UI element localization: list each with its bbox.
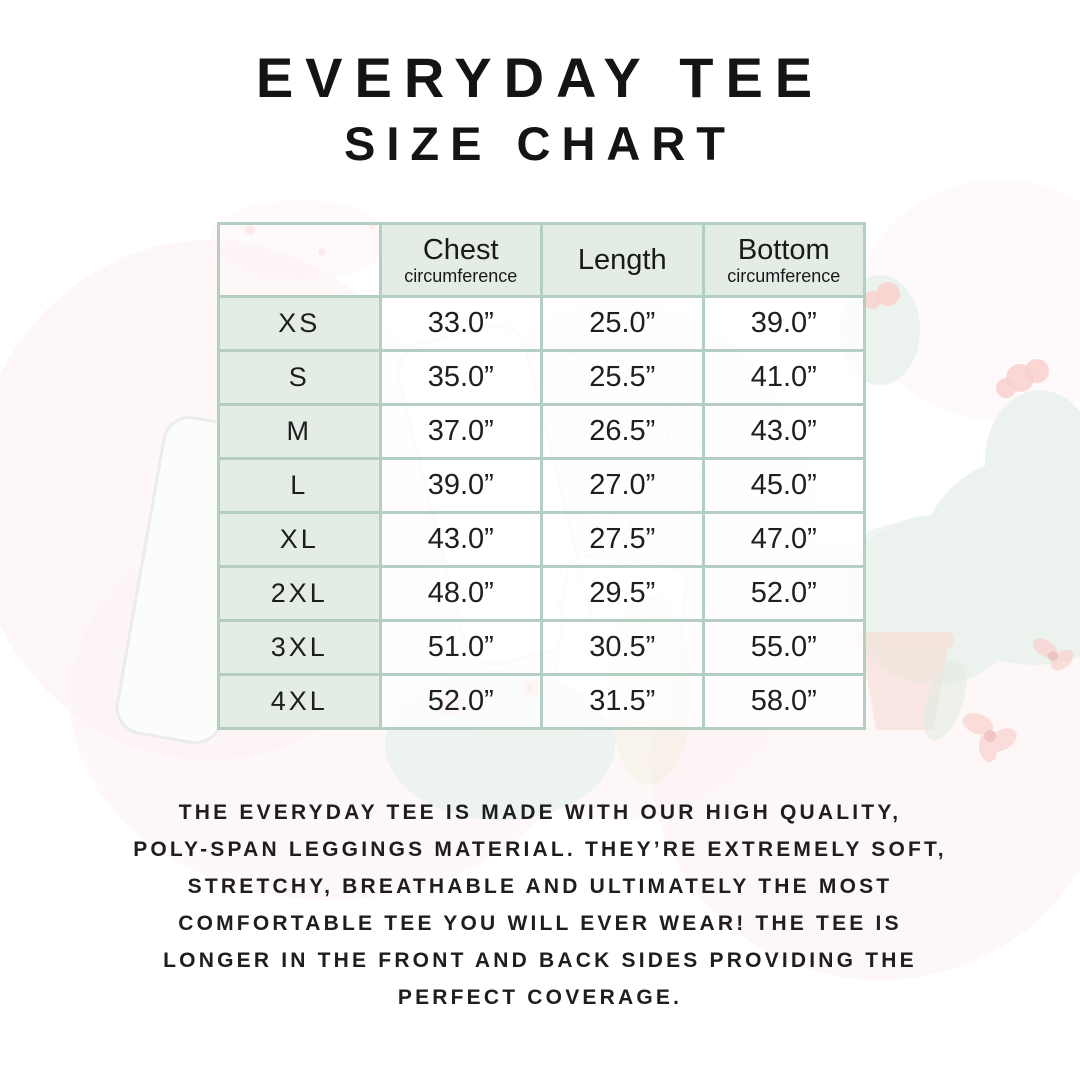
column-label: Bottom [737,234,830,266]
length-value-cell: 30.5” [540,619,705,676]
length-value-cell: 27.5” [540,511,705,568]
bottom-value-cell: 55.0” [701,619,866,676]
chest-value-cell: 43.0” [378,511,543,568]
bottom-value-cell: 41.0” [701,349,866,406]
size-label-cell: 2XL [217,565,382,622]
column-sublabel: circumference [727,266,841,286]
table-header-row: Chest circumference Length Bottom circum… [217,222,866,298]
length-value-cell: 26.5” [540,403,705,460]
size-row: 4XL 52.0” 31.5” 58.0” [217,673,866,730]
bottom-value-cell: 58.0” [701,673,866,730]
corner-cell [217,222,382,298]
size-label-cell: XS [217,295,382,352]
size-label-cell: S [217,349,382,406]
description-line: PERFECT COVERAGE. [397,986,683,1009]
length-value-cell: 31.5” [540,673,705,730]
size-row: M 37.0” 26.5” 43.0” [217,403,866,460]
size-label-cell: 4XL [217,673,382,730]
chest-value-cell: 33.0” [378,295,543,352]
chest-value-cell: 39.0” [378,457,543,514]
bottom-value-cell: 47.0” [701,511,866,568]
bottom-value-cell: 45.0” [701,457,866,514]
description-line: THE EVERYDAY TEE IS MADE WITH OUR HIGH Q… [178,801,902,824]
chest-value-cell: 48.0” [378,565,543,622]
column-sublabel: circumference [404,266,518,286]
page-header: EVERYDAY TEE SIZE CHART [0,46,1080,172]
size-chart-table: Chest circumference Length Bottom circum… [217,222,866,730]
size-label-cell: 3XL [217,619,382,676]
column-header-length: Length [540,222,705,298]
size-label-cell: M [217,403,382,460]
size-row: 2XL 48.0” 29.5” 52.0” [217,565,866,622]
column-label: Chest [422,234,499,266]
size-label-cell: L [217,457,382,514]
size-row: XS 33.0” 25.0” 39.0” [217,295,866,352]
column-label: Length [577,244,667,276]
length-value-cell: 25.5” [540,349,705,406]
length-value-cell: 29.5” [540,565,705,622]
page-title: EVERYDAY TEE [255,46,825,109]
bottom-value-cell: 52.0” [701,565,866,622]
size-row: XL 43.0” 27.5” 47.0” [217,511,866,568]
chest-value-cell: 37.0” [378,403,543,460]
length-value-cell: 25.0” [540,295,705,352]
product-description: THE EVERYDAY TEE IS MADE WITH OUR HIGH Q… [0,794,1080,1016]
size-row: L 39.0” 27.0” 45.0” [217,457,866,514]
description-line: POLY-SPAN LEGGINGS MATERIAL. THEY’RE EXT… [133,838,947,861]
size-row: 3XL 51.0” 30.5” 55.0” [217,619,866,676]
description-line: LONGER IN THE FRONT AND BACK SIDES PROVI… [163,949,917,972]
page-subtitle: SIZE CHART [344,117,736,170]
column-header-chest: Chest circumference [378,222,543,298]
chest-value-cell: 52.0” [378,673,543,730]
bottom-value-cell: 43.0” [701,403,866,460]
size-label-cell: XL [217,511,382,568]
chest-value-cell: 51.0” [378,619,543,676]
length-value-cell: 27.0” [540,457,705,514]
description-line: STRETCHY, BREATHABLE AND ULTIMATELY THE … [187,875,893,898]
column-header-bottom: Bottom circumference [701,222,866,298]
chest-value-cell: 35.0” [378,349,543,406]
size-table-body: XS 33.0” 25.0” 39.0” S 35.0” 25.5” 41.0”… [217,295,866,730]
description-line: COMFORTABLE TEE YOU WILL EVER WEAR! THE … [178,912,902,935]
size-row: S 35.0” 25.5” 41.0” [217,349,866,406]
bottom-value-cell: 39.0” [701,295,866,352]
